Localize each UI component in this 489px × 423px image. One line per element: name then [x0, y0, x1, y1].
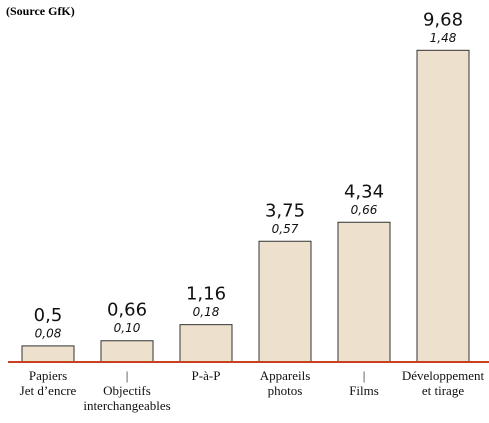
sub-value-label: 1,48: [430, 31, 457, 45]
value-label: 4,34: [344, 181, 384, 202]
value-label: 1,16: [186, 284, 226, 305]
x-tick-label: |: [126, 368, 129, 383]
x-tick-label: P-à-P: [192, 368, 221, 383]
x-tick-label: Développement: [402, 368, 485, 383]
x-tick-label: photos: [268, 383, 303, 398]
sub-value-label: 0,10: [114, 321, 141, 335]
value-label: 9,68: [423, 9, 463, 30]
x-tick-label: Objectifs: [103, 383, 151, 398]
bar: [21, 345, 75, 363]
chart-title: (Source GfK): [6, 4, 75, 18]
bar: [337, 221, 391, 363]
bar: [258, 240, 312, 363]
x-tick-label: Papiers: [29, 368, 67, 383]
bar: [100, 340, 154, 363]
value-label: 0,5: [34, 305, 63, 326]
x-tick-label: et tirage: [422, 383, 464, 398]
x-tick-label: Jet d’encre: [20, 383, 77, 398]
sub-value-label: 0,18: [193, 305, 220, 319]
sub-value-label: 0,66: [351, 203, 378, 217]
sub-value-label: 0,57: [272, 222, 299, 236]
bar: [416, 49, 470, 363]
x-tick-label: |: [363, 368, 366, 383]
sub-value-label: 0,08: [35, 326, 62, 340]
bar: [179, 324, 233, 363]
x-tick-label: interchangeables: [83, 398, 170, 413]
x-tick-label: Films: [349, 383, 379, 398]
value-label: 3,75: [265, 200, 305, 221]
x-tick-label: Appareils: [260, 368, 311, 383]
value-label: 0,66: [107, 300, 147, 321]
